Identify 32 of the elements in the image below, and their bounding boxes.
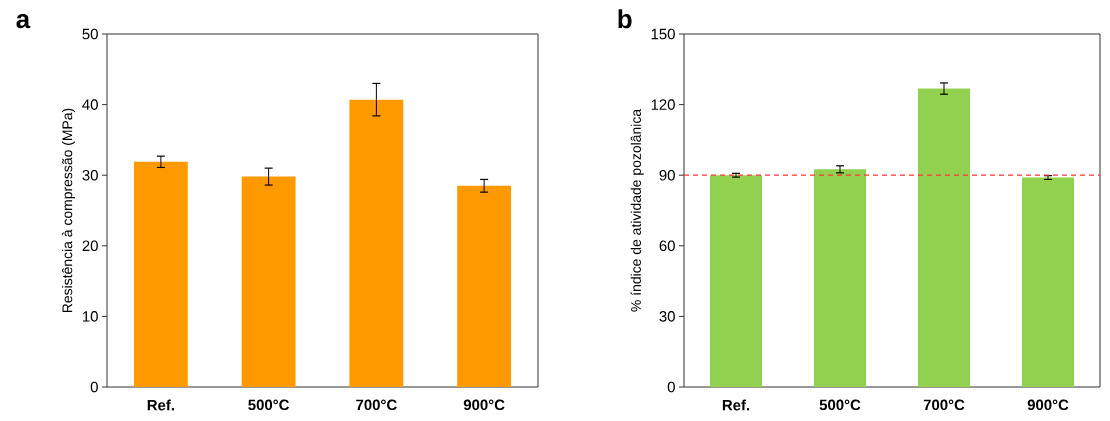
y-tick-label: 10: [83, 311, 98, 322]
y-tick-label: 40: [82, 99, 98, 110]
bar: [710, 175, 763, 387]
x-tick-label: 900°C: [1027, 399, 1069, 411]
y-axis-title: % índice de atividade pozolânica: [630, 108, 644, 312]
bar: [349, 99, 404, 387]
bar: [241, 176, 296, 387]
y-tick-label: 120: [651, 99, 675, 110]
y-tick-label: 0: [667, 381, 675, 393]
x-tick-label: Ref.: [147, 399, 174, 411]
y-tick-label: 150: [651, 28, 675, 40]
y-axis-title: Resistência à compressão (MPa): [61, 108, 76, 313]
y-tick-label: 50: [82, 28, 98, 40]
chart-title: a: [16, 14, 31, 29]
y-tick-label: 60: [659, 240, 675, 252]
x-tick-label: 900°C: [463, 399, 505, 411]
x-tick-label: 700°C: [923, 399, 965, 411]
y-tick-label: 0: [90, 381, 98, 393]
y-tick-label: 20: [82, 240, 98, 252]
bar: [918, 88, 971, 387]
y-tick-label: 30: [82, 169, 98, 181]
x-tick-label: 500°C: [819, 399, 861, 411]
x-tick-label: Ref.: [722, 399, 750, 411]
x-tick-label: 500°C: [248, 399, 290, 411]
bar: [457, 185, 512, 387]
chart-title: b: [618, 9, 632, 29]
y-tick-label: 90: [659, 169, 675, 181]
x-tick-label: 700°C: [356, 399, 397, 411]
y-tick-label: 30: [659, 311, 675, 322]
bar: [814, 169, 867, 387]
bar: [133, 161, 188, 387]
bar: [1022, 177, 1075, 387]
